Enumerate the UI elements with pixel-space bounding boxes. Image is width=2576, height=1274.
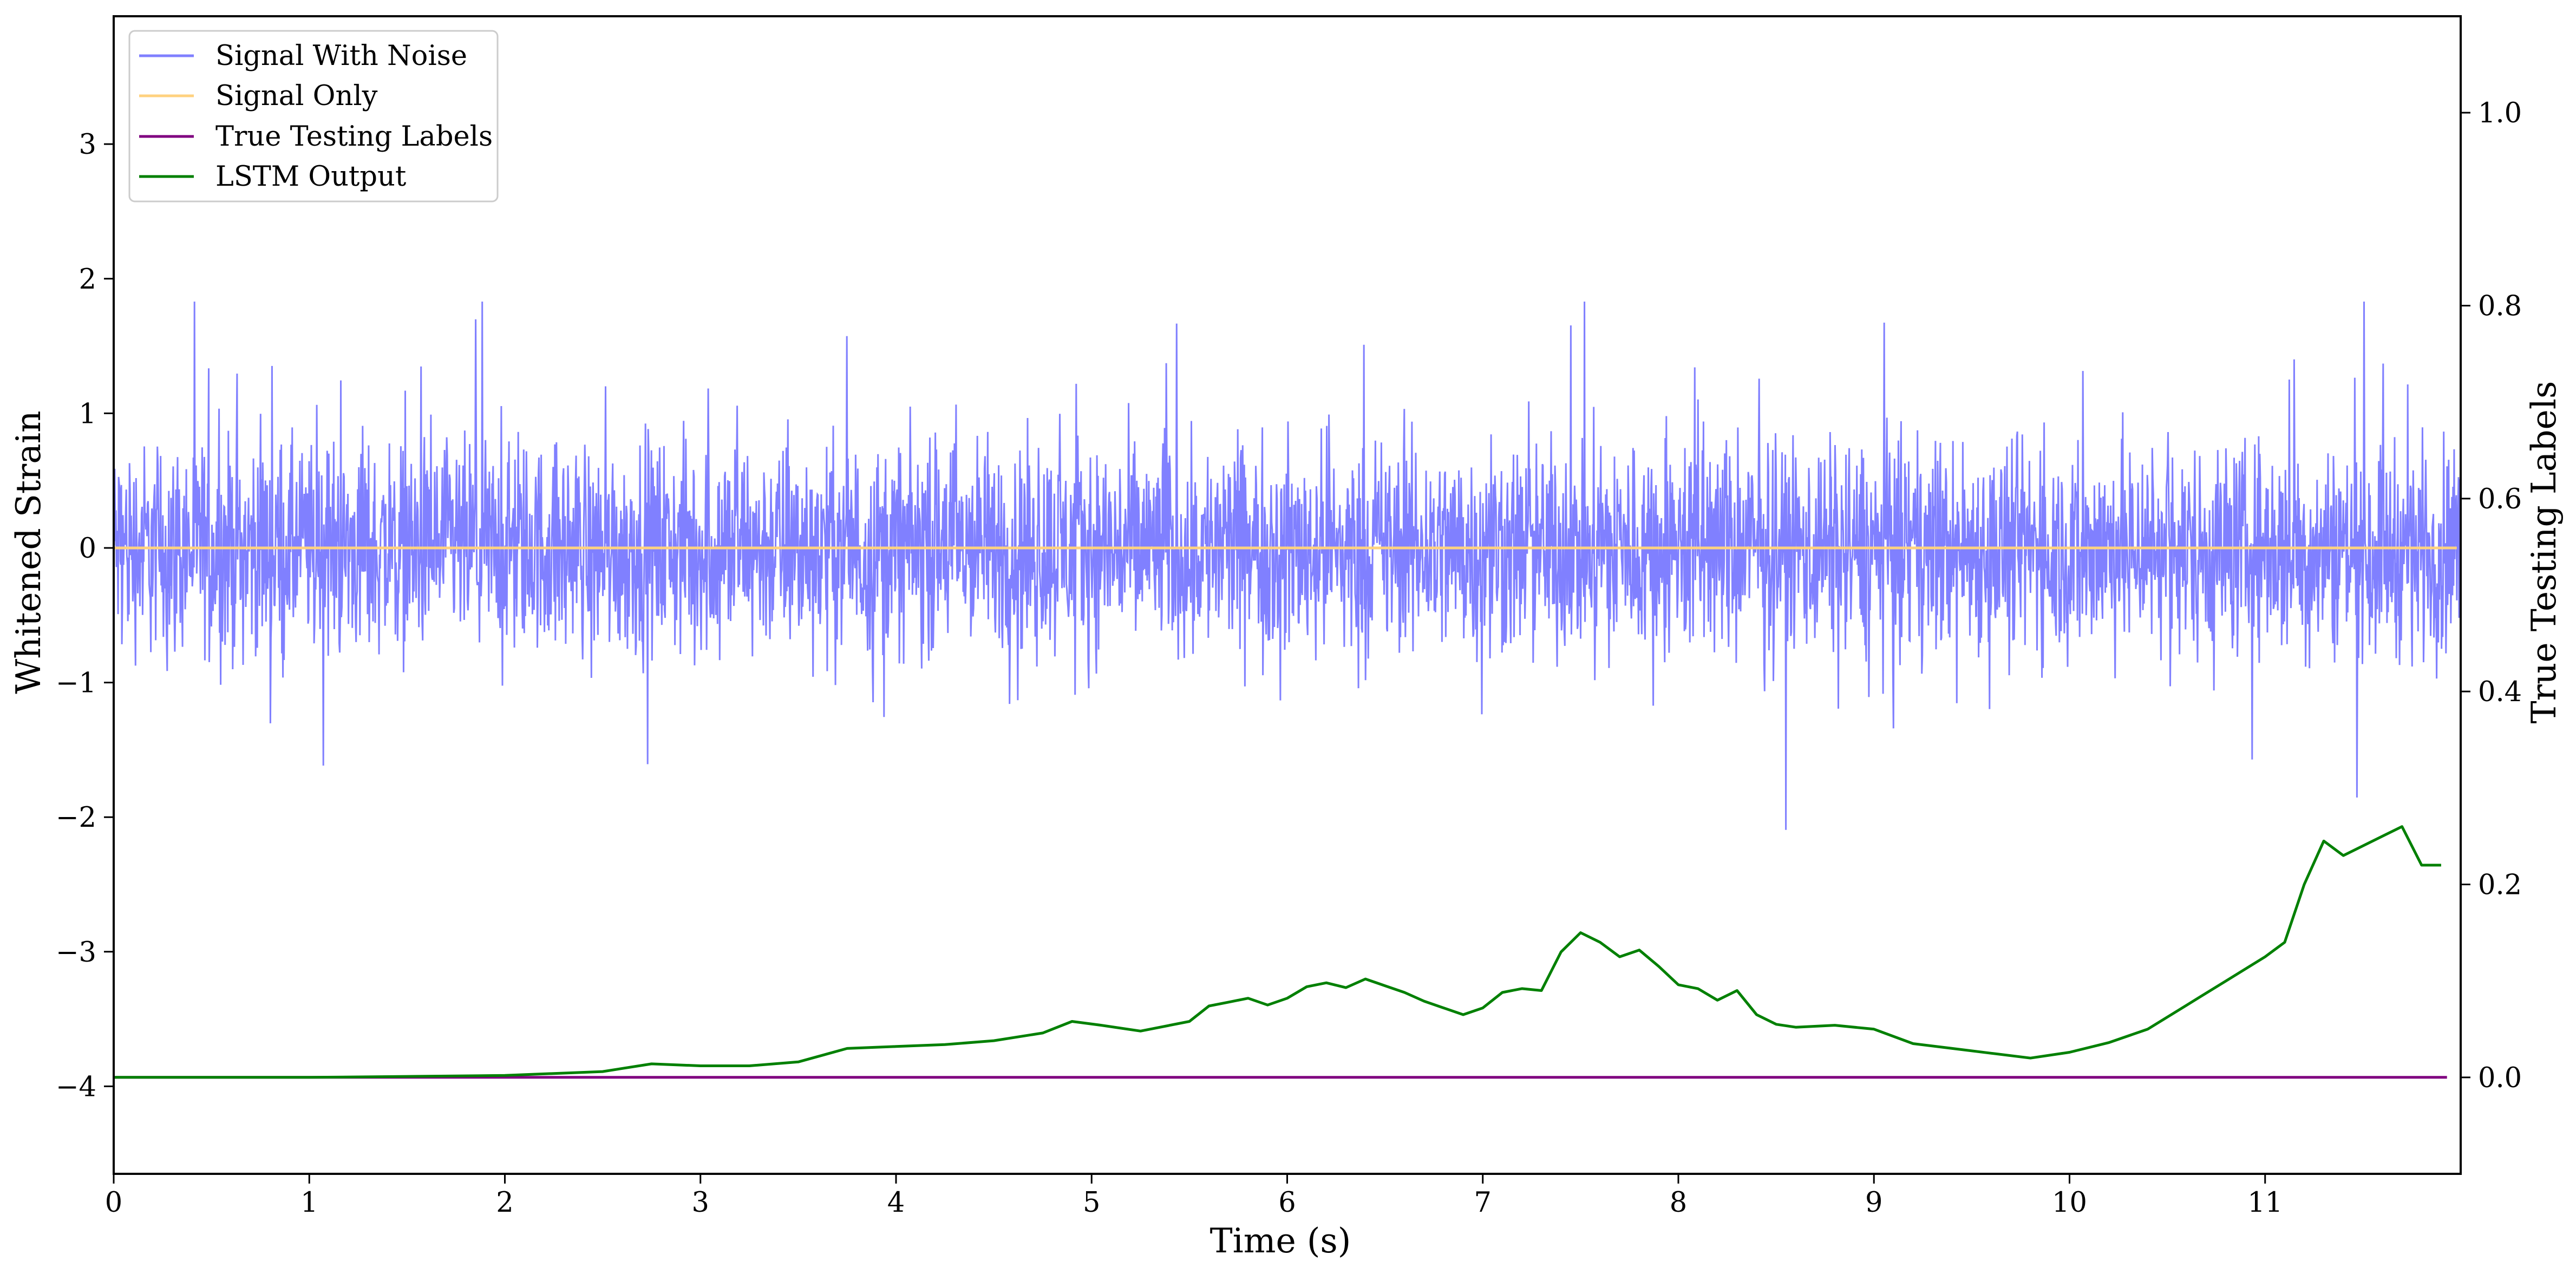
legend-entry: LSTM Output (139, 161, 407, 193)
series-lstm-output (114, 825, 2441, 1079)
y-tick-label: 0 (79, 533, 96, 565)
series-signal-with-noise (113, 301, 2462, 830)
legend-label: True Testing Labels (215, 121, 493, 153)
y-tick-label: 2 (79, 264, 96, 296)
x-tick-label: 7 (1474, 1187, 1492, 1219)
y2-tick-label: 0.2 (2478, 870, 2522, 901)
y-tick-label: 1 (79, 398, 96, 430)
legend-entry: True Testing Labels (139, 121, 493, 153)
x-tick-label: 10 (2052, 1187, 2087, 1219)
y2-axis-label: True Testing Labels (2524, 381, 2564, 724)
x-tick-label: 9 (1865, 1187, 1882, 1219)
y2-tick-label: 0.8 (2478, 291, 2522, 323)
legend-entry: Signal Only (139, 80, 378, 112)
y2-tick-label: 0.0 (2478, 1062, 2522, 1094)
y-tick-label: −3 (56, 937, 96, 969)
x-tick-label: 8 (1670, 1187, 1687, 1219)
y2-tick-label: 1.0 (2478, 97, 2522, 129)
x-tick-label: 5 (1083, 1187, 1100, 1219)
y-tick-label: −4 (56, 1071, 96, 1103)
y2-tick-label: 0.6 (2478, 484, 2522, 515)
tick-labels: 0 1 2 3 4 5 6 7 8 9 10 113210−1−2−3−41.00.80.60.40.… (56, 97, 2522, 1219)
y2-tick-label: 0.4 (2478, 676, 2522, 708)
legend-box (128, 30, 499, 202)
legend-entry: Signal With Noise (139, 40, 467, 72)
plot-area (113, 301, 2462, 1079)
x-tick-label: 0 (105, 1187, 122, 1219)
legend-label: Signal With Noise (215, 40, 467, 72)
x-tick-label: 4 (887, 1187, 905, 1219)
x-tick-label: 6 (1278, 1187, 1296, 1219)
legend-label: Signal Only (215, 80, 378, 112)
legend-label: LSTM Output (215, 161, 407, 193)
y-tick-label: −2 (56, 802, 96, 834)
y-tick-label: 3 (79, 129, 96, 161)
x-tick-label: 3 (692, 1187, 709, 1219)
y-tick-label: −1 (56, 668, 96, 700)
x-tick-label: 2 (496, 1187, 513, 1219)
x-tick-label: 1 (300, 1187, 318, 1219)
y-axis-label: Whitened Strain (9, 410, 48, 694)
tick-marks (104, 112, 2470, 1184)
x-axis-label: Time (s) (1210, 1221, 1351, 1260)
legend: Signal With Noise Signal Only True Testi… (128, 30, 499, 202)
x-tick-label: 11 (2247, 1187, 2283, 1219)
